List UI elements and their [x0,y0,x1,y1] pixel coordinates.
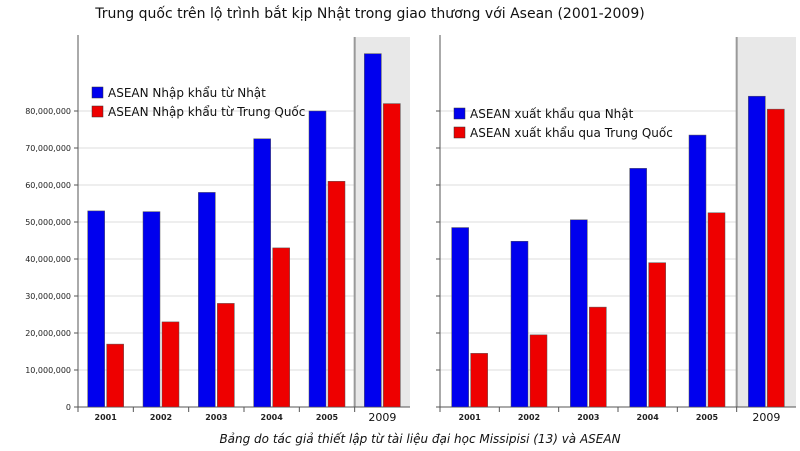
legend-swatch [91,86,104,99]
x-tick-label: 2009 [368,411,396,424]
x-tick-label: 2009 [752,411,780,424]
legend-label: ASEAN xuất khẩu qua Nhật [470,107,634,121]
x-tick-label: 2004 [261,413,284,422]
x-tick-label: 2005 [696,413,719,422]
legend-swatch [453,126,466,139]
chart-title: Trung quốc trên lộ trình bắt kịp Nhật tr… [95,6,645,22]
highlight-column [736,37,796,407]
bar-blue-2001 [451,227,469,408]
bar-red-2002 [529,334,548,408]
bar-blue-2005 [688,134,707,408]
y-tick-label: 0 [66,403,71,412]
bar-blue-2003 [570,219,588,408]
x-tick-label: 2001 [459,413,482,422]
bar-red-2002 [161,321,180,408]
bar-red-2009 [767,108,785,408]
legend-label: ASEAN xuất khẩu qua Trung Quốc [470,126,673,140]
chart-panel-2: 2001 2002 2003 2004 2005 2009 ASEAN xuất khẩu … [436,35,796,424]
bar-blue-2009 [364,53,382,408]
legend-swatch [91,105,104,118]
bar-blue-2002 [510,240,529,408]
x-tick-label: 2001 [95,413,118,422]
y-tick-label: 10,000,000 [25,366,71,375]
x-tick-label: 2002 [518,413,540,422]
legend-label: ASEAN Nhập khẩu từ Nhật [108,86,266,100]
y-tick-label: 70,000,000 [25,144,71,153]
x-tick-label: 2003 [577,413,599,422]
bar-blue-2004 [253,138,271,408]
y-tick-label: 30,000,000 [25,292,71,301]
x-tick-label: 2004 [637,413,660,422]
legend-swatch [453,107,466,120]
bar-red-2009 [383,103,401,408]
bar-blue-2005 [308,110,327,408]
y-tick-label: 20,000,000 [25,329,71,338]
chart-panel-1: 0 10,000,000 20,000,000 30,000,000 40,000,00… [25,35,410,424]
bar-red-2003 [589,306,607,408]
highlight-column [354,37,410,407]
bar-red-2005 [707,212,726,408]
y-tick-label: 40,000,000 [25,255,71,264]
x-tick-label: 2005 [316,413,339,422]
bar-red-2003 [217,303,235,408]
y-tick-label: 50,000,000 [25,218,71,227]
bar-blue-2004 [629,168,647,408]
bar-blue-2001 [87,210,105,408]
bar-red-2004 [272,247,290,408]
bar-red-2001 [106,343,124,408]
bar-red-2004 [648,262,666,408]
legend-label: ASEAN Nhập khẩu từ Trung Quốc [108,105,305,119]
y-tick-label: 80,000,000 [25,107,71,116]
bar-red-2001 [470,353,488,408]
x-tick-label: 2003 [205,413,227,422]
x-tick-label: 2002 [150,413,172,422]
bar-blue-2002 [142,211,161,408]
bar-blue-2003 [198,192,216,408]
y-tick-label: 60,000,000 [25,181,71,190]
bar-blue-2009 [748,95,766,408]
chart-caption: Bảng do tác giả thiết lập từ tài liệu đạ… [219,432,621,446]
bar-red-2005 [327,181,346,408]
